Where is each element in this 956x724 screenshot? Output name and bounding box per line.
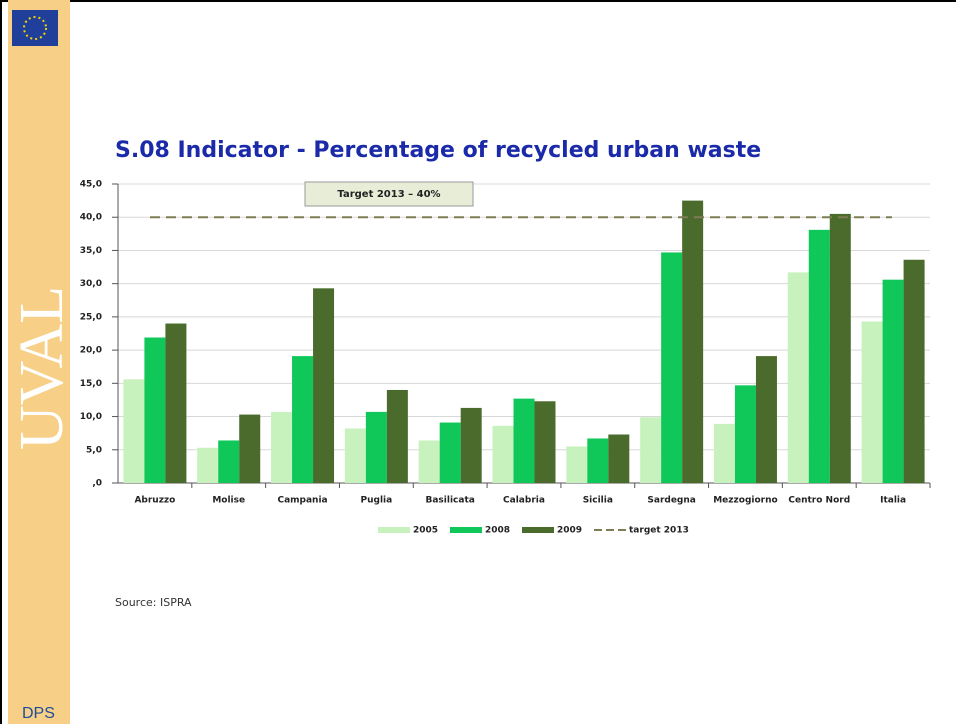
y-tick-label: ,0 <box>92 479 102 489</box>
x-tick-label: Mezzogiorno <box>713 496 777 506</box>
bar <box>366 412 387 483</box>
bar <box>862 322 883 483</box>
legend-swatch <box>522 527 554 533</box>
x-tick-label: Sardegna <box>647 496 695 506</box>
legend-swatch <box>378 527 410 533</box>
bar <box>735 385 756 483</box>
bar <box>640 417 661 483</box>
y-tick-label: 45,0 <box>80 180 102 190</box>
y-tick-label: 5,0 <box>86 445 102 455</box>
sidebar-label: UVAL <box>8 286 76 450</box>
bar <box>788 272 809 483</box>
bar <box>144 337 165 483</box>
y-tick-label: 20,0 <box>80 346 102 356</box>
chart-title: S.08 Indicator - Percentage of recycled … <box>115 138 761 163</box>
bar <box>493 426 514 483</box>
bar <box>239 415 260 483</box>
bar <box>123 379 144 483</box>
bar <box>440 423 461 483</box>
x-tick-label: Basilicata <box>426 496 475 506</box>
slide: UVAL DPS S.08 Indicator - Percentage of … <box>0 0 956 724</box>
bar <box>756 356 777 483</box>
x-tick-label: Centro Nord <box>788 496 850 506</box>
legend-label: target 2013 <box>629 526 689 536</box>
legend-label: 2005 <box>413 526 438 536</box>
x-tick-label: Puglia <box>361 496 393 506</box>
legend-label: 2009 <box>557 526 582 536</box>
x-tick-label: Campania <box>277 496 327 506</box>
source: Source: ISPRA <box>115 596 192 609</box>
bar <box>461 408 482 483</box>
y-tick-label: 10,0 <box>80 412 102 422</box>
y-tick-label: 40,0 <box>80 213 102 223</box>
x-tick-label: Sicilia <box>583 496 613 506</box>
bar <box>883 280 904 483</box>
y-tick-label: 35,0 <box>80 246 102 256</box>
bar <box>218 440 239 483</box>
legend-swatch <box>450 527 482 533</box>
eu-flag <box>12 10 58 46</box>
bar <box>535 401 556 483</box>
bar <box>165 324 186 483</box>
bar <box>587 438 608 483</box>
bar <box>271 412 292 483</box>
bar <box>608 434 629 483</box>
x-tick-label: Calabria <box>503 496 545 506</box>
bar <box>661 252 682 483</box>
bar <box>345 429 366 483</box>
bar <box>904 260 925 483</box>
bar <box>809 230 830 483</box>
annotation: Target 2013 – 40% <box>337 189 440 200</box>
bar <box>197 448 218 483</box>
y-tick-label: 30,0 <box>80 279 102 289</box>
bar <box>292 356 313 483</box>
x-tick-label: Italia <box>880 496 906 506</box>
bar <box>714 424 735 483</box>
bar <box>682 201 703 483</box>
logo: DPS <box>22 705 55 722</box>
y-tick-label: 25,0 <box>80 312 102 322</box>
legend-label: 2008 <box>485 526 510 536</box>
y-tick-label: 15,0 <box>80 379 102 389</box>
bar <box>313 288 334 483</box>
bar <box>514 399 535 483</box>
bar <box>419 440 440 483</box>
bar <box>830 214 851 483</box>
x-tick-label: Molise <box>212 496 245 506</box>
bar <box>387 390 408 483</box>
bar <box>566 446 587 483</box>
x-tick-label: Abruzzo <box>134 496 175 506</box>
